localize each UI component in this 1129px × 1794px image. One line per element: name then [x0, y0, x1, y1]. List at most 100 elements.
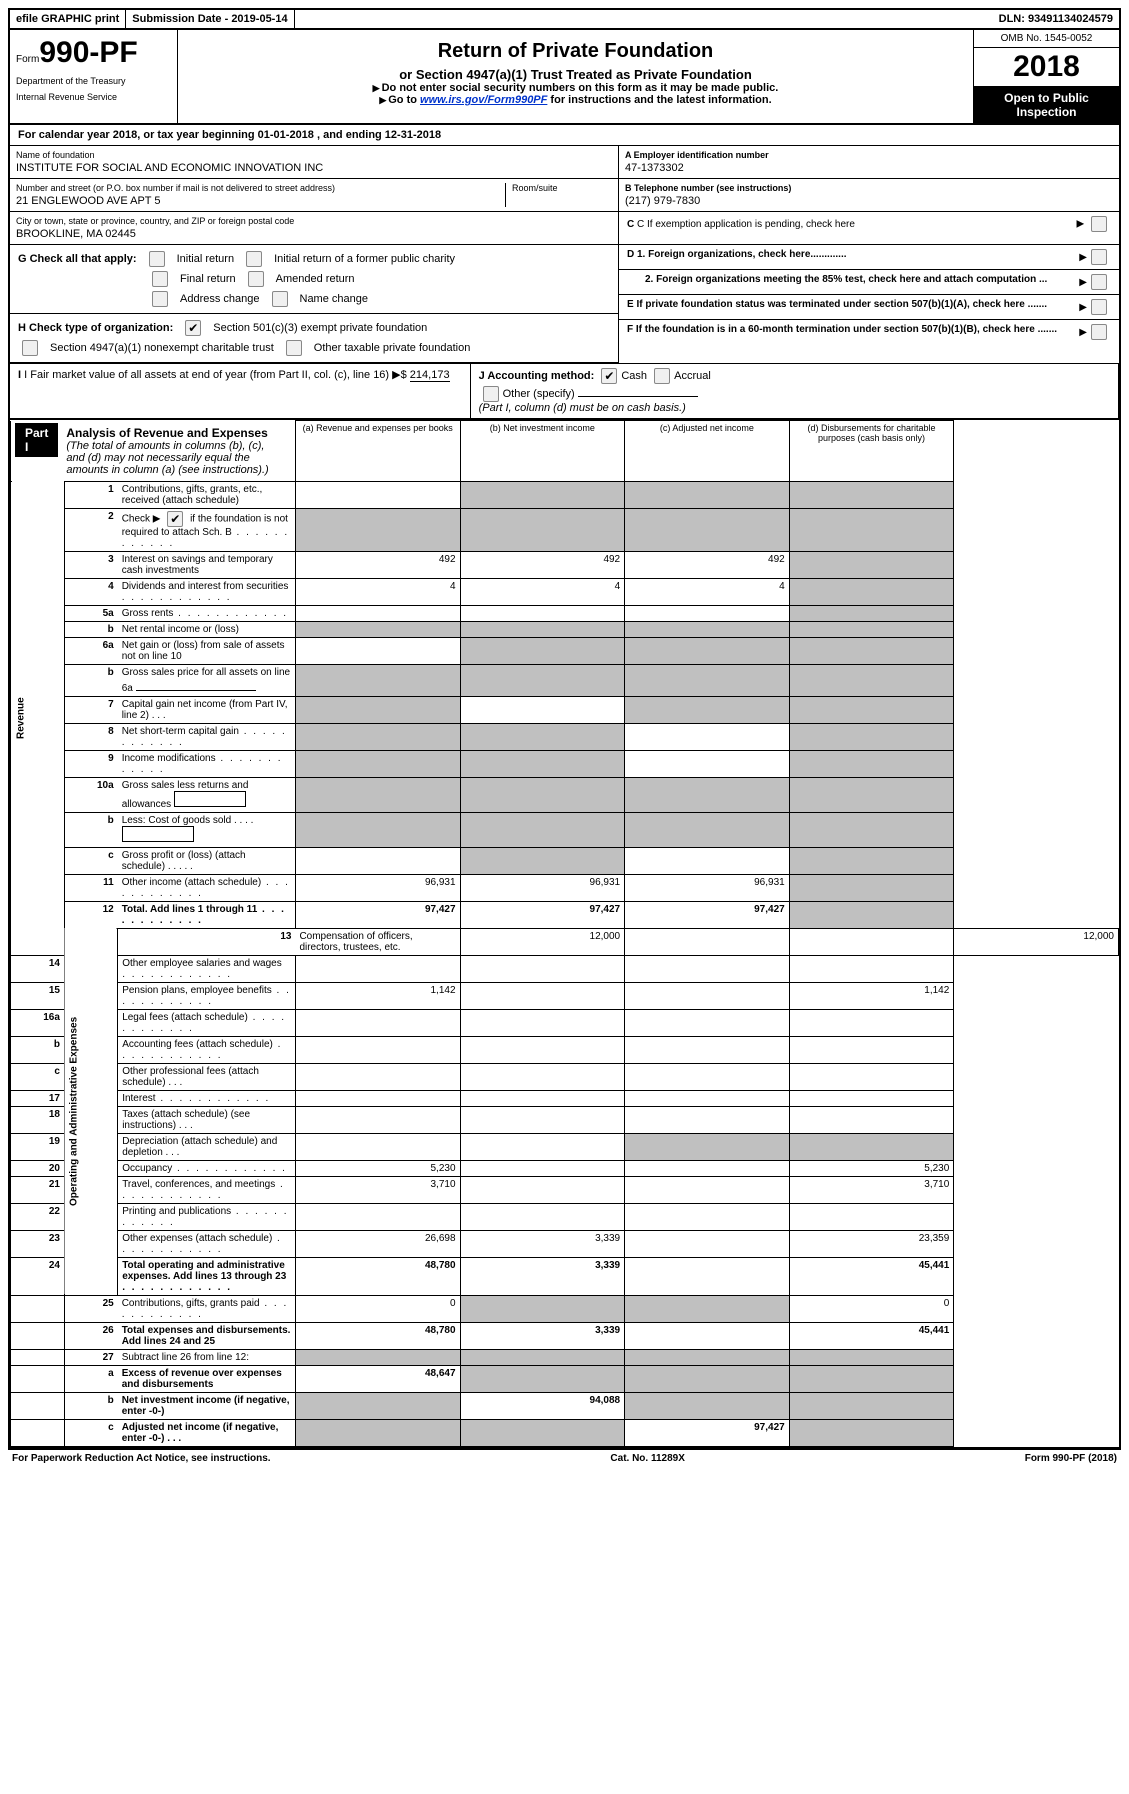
- c-exemption-row: C C If exemption application is pending,…: [619, 212, 1119, 236]
- table-row: b Less: Cost of goods sold . . . .: [11, 812, 1119, 847]
- table-row: 24 Total operating and administrative ex…: [11, 1257, 1119, 1295]
- i-value: 214,173: [410, 369, 450, 382]
- g-address-checkbox[interactable]: [152, 291, 168, 307]
- city-value: BROOKLINE, MA 02445: [16, 226, 612, 240]
- h-label: H Check type of organization:: [18, 322, 173, 334]
- g-amended-checkbox[interactable]: [248, 271, 264, 287]
- d2-checkbox[interactable]: [1091, 274, 1107, 290]
- section-d-e-f: D 1. Foreign organizations, check here..…: [618, 245, 1119, 363]
- foundation-name-cell: Name of foundation INSTITUTE FOR SOCIAL …: [10, 146, 618, 179]
- ein-label: A Employer identification number: [625, 150, 769, 160]
- h-opt3: Other taxable private foundation: [314, 342, 471, 354]
- table-row: 7 Capital gain net income (from Part IV,…: [11, 696, 1119, 723]
- g-opt-amended: Amended return: [276, 273, 355, 285]
- j-other-checkbox[interactable]: [483, 386, 499, 402]
- table-row: Operating and Administrative Expenses 13…: [11, 928, 1119, 955]
- tax-year: 2018: [974, 48, 1119, 87]
- table-row: 12 Total. Add lines 1 through 11 97,4279…: [11, 901, 1119, 928]
- d1-text: D 1. Foreign organizations, check here..…: [627, 249, 847, 260]
- g-final-checkbox[interactable]: [152, 271, 168, 287]
- header-right: OMB No. 1545-0052 2018 Open to Public In…: [973, 30, 1119, 123]
- expenses-section-label: Operating and Administrative Expenses: [64, 928, 117, 1295]
- form-title: Return of Private Foundation: [188, 40, 963, 63]
- calendar-year-line: For calendar year 2018, or tax year begi…: [10, 125, 1119, 146]
- table-row: 18 Taxes (attach schedule) (see instruct…: [11, 1106, 1119, 1133]
- j-accrual-checkbox[interactable]: [654, 368, 670, 384]
- phone-value: (217) 979-7830: [625, 193, 1113, 207]
- h-4947-checkbox[interactable]: [22, 340, 38, 356]
- revenue-section-label: Revenue: [11, 481, 65, 955]
- open-public-badge: Open to Public Inspection: [974, 87, 1119, 123]
- table-row: b Net investment income (if negative, en…: [11, 1392, 1119, 1419]
- section-h: H Check type of organization: Section 50…: [10, 314, 618, 363]
- c-checkbox[interactable]: [1091, 216, 1107, 232]
- f-text: F If the foundation is in a 60-month ter…: [627, 324, 1057, 335]
- form-number: 990-PF: [39, 36, 137, 69]
- header-left: Form990-PF Department of the Treasury In…: [10, 30, 178, 123]
- table-row: 5a Gross rents: [11, 605, 1119, 621]
- section-i-j: I I Fair market value of all assets at e…: [10, 364, 1119, 420]
- d1-checkbox[interactable]: [1091, 249, 1107, 265]
- efile-label: efile GRAPHIC print: [10, 10, 126, 28]
- ein-cell: A Employer identification number 47-1373…: [619, 146, 1119, 179]
- j-cash-checkbox[interactable]: [601, 368, 617, 384]
- table-row: 17 Interest: [11, 1090, 1119, 1106]
- table-row: 19 Depreciation (attach schedule) and de…: [11, 1133, 1119, 1160]
- table-row: a Excess of revenue over expenses and di…: [11, 1365, 1119, 1392]
- ein-value: 47-1373302: [625, 160, 1113, 174]
- instructions-link[interactable]: www.irs.gov/Form990PF: [420, 94, 547, 106]
- phone-label: B Telephone number (see instructions): [625, 183, 791, 193]
- foundation-name-label: Name of foundation: [16, 150, 612, 160]
- g-name-checkbox[interactable]: [272, 291, 288, 307]
- g-opt-name: Name change: [300, 293, 369, 305]
- form-prefix: Form: [16, 54, 39, 65]
- table-row: 22 Printing and publications: [11, 1203, 1119, 1230]
- arrow-icon: ▶: [1079, 327, 1087, 338]
- table-row: c Other professional fees (attach schedu…: [11, 1063, 1119, 1090]
- i-label: I Fair market value of all assets at end…: [24, 369, 389, 381]
- page-footer: For Paperwork Reduction Act Notice, see …: [8, 1449, 1121, 1467]
- table-row: 4 Dividends and interest from securities…: [11, 578, 1119, 605]
- phone-cell: B Telephone number (see instructions) (2…: [619, 179, 1119, 212]
- col-b-header: (b) Net investment income: [460, 421, 625, 482]
- table-row: b Gross sales price for all assets on li…: [11, 664, 1119, 696]
- table-row: 21 Travel, conferences, and meetings 3,7…: [11, 1176, 1119, 1203]
- part1-title: Analysis of Revenue and Expenses: [66, 426, 267, 440]
- dln: DLN: 93491134024579: [993, 10, 1119, 28]
- note-goto-suffix: for instructions and the latest informat…: [547, 94, 771, 106]
- submission-date: Submission Date - 2019-05-14: [126, 10, 294, 28]
- e-checkbox[interactable]: [1091, 299, 1107, 315]
- f-checkbox[interactable]: [1091, 324, 1107, 340]
- c-exemption-text: C If exemption application is pending, c…: [637, 219, 855, 230]
- j-note: (Part I, column (d) must be on cash basi…: [479, 402, 686, 414]
- note-ssn: Do not enter social security numbers on …: [382, 82, 779, 94]
- g-opt-address: Address change: [180, 293, 260, 305]
- j-accrual: Accrual: [674, 370, 711, 382]
- footer-mid: Cat. No. 11289X: [610, 1453, 684, 1464]
- note-goto-prefix: Go to: [388, 94, 420, 106]
- table-row: 23 Other expenses (attach schedule) 26,6…: [11, 1230, 1119, 1257]
- table-row: 11 Other income (attach schedule) 96,931…: [11, 874, 1119, 901]
- arrow-icon: ▶: [1079, 277, 1087, 288]
- g-opt-initial: Initial return: [177, 253, 234, 265]
- footer-left: For Paperwork Reduction Act Notice, see …: [12, 1453, 271, 1464]
- g-initial-public-checkbox[interactable]: [246, 251, 262, 267]
- schb-checkbox[interactable]: [167, 511, 183, 527]
- h-501c3-checkbox[interactable]: [185, 320, 201, 336]
- city-cell: City or town, state or province, country…: [10, 212, 618, 244]
- header-row: Form990-PF Department of the Treasury In…: [10, 30, 1119, 125]
- table-row: b Accounting fees (attach schedule): [11, 1036, 1119, 1063]
- e-text: E If private foundation status was termi…: [627, 299, 1047, 310]
- h-opt1: Section 501(c)(3) exempt private foundat…: [213, 322, 427, 334]
- g-initial-return-checkbox[interactable]: [149, 251, 165, 267]
- h-other-checkbox[interactable]: [286, 340, 302, 356]
- table-row: c Adjusted net income (if negative, ente…: [11, 1419, 1119, 1446]
- city-label: City or town, state or province, country…: [16, 216, 612, 226]
- table-row: 26 Total expenses and disbursements. Add…: [11, 1322, 1119, 1349]
- footer-right: Form 990-PF (2018): [1025, 1453, 1117, 1464]
- arrow-icon: ▶: [1079, 302, 1087, 313]
- foundation-name-value: INSTITUTE FOR SOCIAL AND ECONOMIC INNOVA…: [16, 160, 612, 174]
- table-row: 16a Legal fees (attach schedule): [11, 1009, 1119, 1036]
- g-label: G Check all that apply:: [18, 253, 137, 265]
- table-row: 9 Income modifications: [11, 750, 1119, 777]
